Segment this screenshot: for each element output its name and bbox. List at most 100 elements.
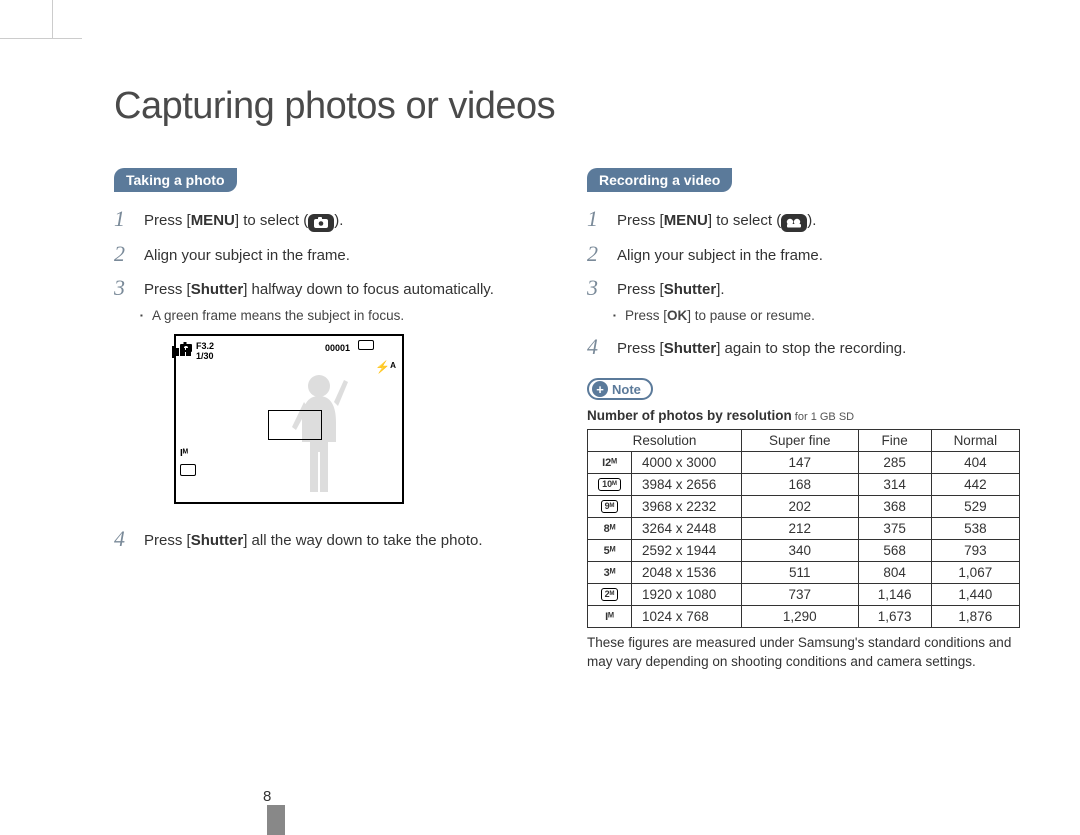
step-4: 4 Press [Shutter] again to stop the reco…: [587, 334, 1020, 361]
superfine-value: 737: [742, 584, 859, 606]
superfine-value: 511: [742, 562, 859, 584]
card-icon: [358, 340, 374, 350]
fine-value: 1,673: [858, 606, 931, 628]
normal-value: 1,067: [931, 562, 1019, 584]
step-number: 1: [587, 206, 605, 232]
manual-page: Capturing photos or videos Taking a phot…: [0, 0, 1080, 835]
fine-value: 804: [858, 562, 931, 584]
step-number: 2: [114, 241, 132, 267]
table-row: Iᴹ1024 x 7681,2901,6731,876: [588, 606, 1020, 628]
res-icon: 8ᴹ: [588, 518, 632, 540]
step-number: 2: [587, 241, 605, 267]
right-column: Recording a video 1 Press [MENU] to sele…: [587, 168, 1020, 672]
focus-frame: [268, 410, 322, 440]
superfine-value: 212: [742, 518, 859, 540]
step-number: 4: [114, 526, 132, 552]
res-icon: 9ᴹ: [588, 496, 632, 518]
normal-value: 404: [931, 452, 1019, 474]
flash-icon: ⚡ᴬ: [375, 358, 396, 376]
res-value: 1024 x 768: [632, 606, 742, 628]
step-1: 1 Press [MENU] to select ().: [587, 206, 1020, 233]
battery-icon: [172, 346, 174, 358]
step-number: 4: [587, 334, 605, 360]
left-column: Taking a photo 1 Press [MENU] to select …: [114, 168, 547, 672]
res-value: 2048 x 1536: [632, 562, 742, 584]
table-row: 5ᴹ2592 x 1944340568793: [588, 540, 1020, 562]
table-row: 8ᴹ3264 x 2448212375538: [588, 518, 1020, 540]
table-row: I2ᴹ4000 x 3000147285404: [588, 452, 1020, 474]
table-row: 2ᴹ1920 x 10807371,1461,440: [588, 584, 1020, 606]
iso-icon: [180, 464, 196, 476]
res-value: 2592 x 1944: [632, 540, 742, 562]
table-row: 9ᴹ3968 x 2232202368529: [588, 496, 1020, 518]
step-2: 2 Align your subject in the frame.: [587, 241, 1020, 268]
res-icon: 3ᴹ: [588, 562, 632, 584]
menu-label: MENU: [191, 212, 235, 229]
superfine-value: 202: [742, 496, 859, 518]
res-value: 3968 x 2232: [632, 496, 742, 518]
step-2: 2 Align your subject in the frame.: [114, 241, 547, 268]
table-row: 3ᴹ2048 x 15365118041,067: [588, 562, 1020, 584]
camera-mode-icon: [308, 214, 334, 232]
video-mode-icon: [781, 214, 807, 232]
superfine-value: 340: [742, 540, 859, 562]
res-value: 1920 x 1080: [632, 584, 742, 606]
res-icon: 10ᴹ: [588, 474, 632, 496]
fine-value: 1,146: [858, 584, 931, 606]
shot-count: 00001: [325, 342, 350, 356]
menu-label: MENU: [664, 212, 708, 229]
res-icon: 5ᴹ: [588, 540, 632, 562]
normal-value: 793: [931, 540, 1019, 562]
step-3-sub: Press [OK] to pause or resume.: [617, 306, 1020, 326]
col-resolution: Resolution: [588, 430, 742, 452]
normal-value: 538: [931, 518, 1019, 540]
page-number: 8: [263, 788, 271, 805]
superfine-value: 168: [742, 474, 859, 496]
page-title: Capturing photos or videos: [114, 85, 1020, 128]
col-superfine: Super fine: [742, 430, 859, 452]
fine-value: 285: [858, 452, 931, 474]
fine-value: 375: [858, 518, 931, 540]
res-value: 3984 x 2656: [632, 474, 742, 496]
shutter-value: 1/30: [196, 350, 214, 364]
photo-steps: 1 Press [MENU] to select (). 2 Align you…: [114, 206, 547, 552]
res-value: 4000 x 3000: [632, 452, 742, 474]
res-icon: Iᴹ: [588, 606, 632, 628]
plus-icon: +: [592, 381, 608, 397]
step-4: 4 Press [Shutter] all the way down to ta…: [114, 526, 547, 553]
table-row: 10ᴹ3984 x 2656168314442: [588, 474, 1020, 496]
table-header-row: Resolution Super fine Fine Normal: [588, 430, 1020, 452]
col-normal: Normal: [931, 430, 1019, 452]
res-value: 3264 x 2448: [632, 518, 742, 540]
normal-value: 442: [931, 474, 1019, 496]
note-badge: + Note: [587, 378, 653, 400]
step-3-sub: A green frame means the subject in focus…: [144, 306, 547, 326]
fine-value: 568: [858, 540, 931, 562]
step-1: 1 Press [MENU] to select ().: [114, 206, 547, 233]
normal-value: 529: [931, 496, 1019, 518]
crop-mark-h: [0, 38, 82, 39]
step-3: 3 Press [Shutter] halfway down to focus …: [114, 275, 547, 518]
superfine-value: 1,290: [742, 606, 859, 628]
page-number-bar: [267, 805, 285, 835]
columns: Taking a photo 1 Press [MENU] to select …: [114, 168, 1020, 672]
col-fine: Fine: [858, 430, 931, 452]
table-footnote: These figures are measured under Samsung…: [587, 634, 1020, 672]
camera-icon: [180, 342, 192, 357]
step-number: 1: [114, 206, 132, 232]
normal-value: 1,876: [931, 606, 1019, 628]
superfine-value: 147: [742, 452, 859, 474]
step-number: 3: [587, 275, 605, 301]
crop-mark-v: [52, 0, 53, 38]
normal-value: 1,440: [931, 584, 1019, 606]
camera-preview: F3.2 1/30 00001 ⚡ᴬ Iᴹ: [174, 334, 404, 504]
table-title: Number of photos by resolution for 1 GB …: [587, 408, 1020, 423]
res-icon: I2ᴹ: [588, 452, 632, 474]
resolution-table: Resolution Super fine Fine Normal I2ᴹ400…: [587, 429, 1020, 628]
step-3: 3 Press [Shutter]. Press [OK] to pause o…: [587, 275, 1020, 326]
size-icon: Iᴹ: [180, 446, 188, 461]
section-heading-photo: Taking a photo: [114, 168, 237, 192]
step-number: 3: [114, 275, 132, 301]
fine-value: 368: [858, 496, 931, 518]
res-icon: 2ᴹ: [588, 584, 632, 606]
